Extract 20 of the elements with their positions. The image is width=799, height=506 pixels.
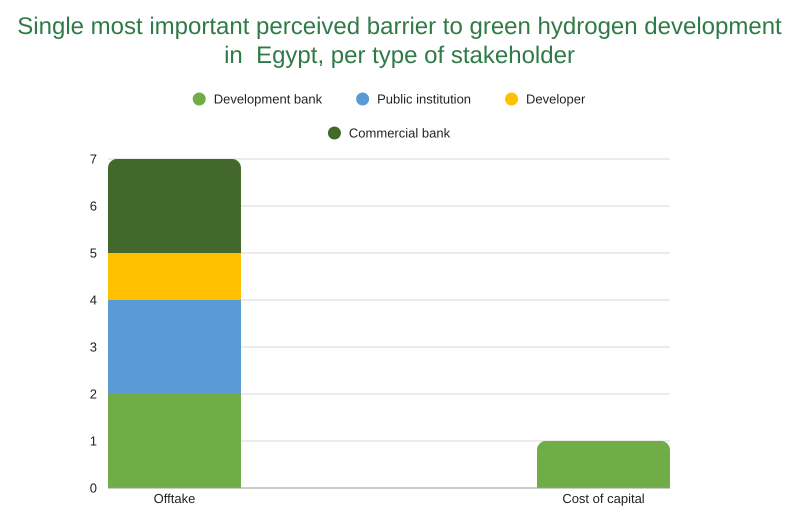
bar	[108, 159, 241, 253]
chart-title: Single most important perceived barrier to green hydrogen development in Egypt, per type of stakeholder	[17, 13, 782, 69]
y-tick-label: 6	[90, 198, 97, 214]
x-tick-label: Offtake	[154, 491, 196, 506]
legend-label: Development bank	[214, 92, 323, 107]
y-tick-label: 5	[90, 246, 97, 261]
y-tick-label: 0	[90, 480, 97, 496]
bar	[108, 253, 241, 300]
y-tick-label: 3	[90, 340, 97, 355]
x-tick-label: Cost of capital	[562, 491, 645, 506]
bar	[537, 441, 670, 488]
y-tick-label: 7	[90, 152, 97, 167]
legend-label: Commercial bank	[348, 126, 451, 141]
y-tick-label: 1	[90, 434, 97, 449]
bar	[108, 394, 241, 488]
bar	[108, 300, 241, 394]
legend-label: Public institution	[377, 92, 472, 107]
y-tick-label: 4	[90, 292, 97, 308]
y-tick-label: 2	[90, 386, 97, 402]
legend-label: Developer	[526, 92, 586, 107]
